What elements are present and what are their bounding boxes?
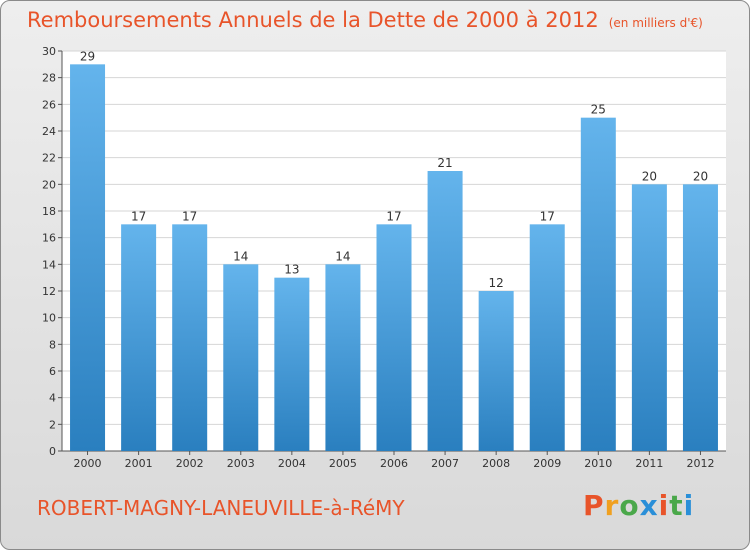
title-text: Remboursements Annuels de la Dette de 20…	[27, 8, 599, 32]
bar	[223, 264, 259, 451]
y-tick-label: 0	[49, 445, 56, 458]
logo-letter: o	[619, 489, 640, 522]
x-tick-label: 2002	[176, 457, 204, 470]
bar	[376, 224, 412, 451]
bar-value-label: 20	[693, 169, 708, 183]
bar	[70, 64, 106, 452]
bar-value-label: 17	[131, 209, 146, 223]
bar	[325, 264, 361, 451]
unit-label: (en milliers d'€)	[608, 16, 703, 30]
y-tick-label: 28	[42, 72, 56, 85]
y-tick-label: 22	[42, 152, 56, 165]
bar-value-label: 17	[540, 209, 555, 223]
bar-value-label: 14	[335, 249, 350, 263]
y-tick-label: 30	[42, 45, 56, 58]
x-tick-label: 2005	[329, 457, 357, 470]
y-tick-label: 10	[42, 312, 56, 325]
y-tick-label: 26	[42, 98, 56, 111]
proxiti-logo[interactable]: Proxiti	[583, 489, 694, 522]
x-tick-label: 2000	[74, 457, 102, 470]
bar-value-label: 14	[233, 249, 248, 263]
x-tick-label: 2012	[686, 457, 714, 470]
y-tick-label: 20	[42, 178, 56, 191]
y-tick-label: 4	[49, 392, 56, 405]
x-tick-label: 2006	[380, 457, 408, 470]
y-tick-label: 12	[42, 285, 56, 298]
bar-value-label: 17	[182, 209, 197, 223]
x-tick-label: 2003	[227, 457, 255, 470]
bar	[478, 291, 514, 451]
logo-letter: i	[683, 489, 695, 522]
x-tick-label: 2004	[278, 457, 306, 470]
bar-value-label: 20	[642, 169, 657, 183]
x-tick-label: 2008	[482, 457, 510, 470]
bar	[172, 224, 208, 451]
x-tick-label: 2007	[431, 457, 459, 470]
x-tick-label: 2001	[125, 457, 153, 470]
commune-name: ROBERT-MAGNY-LANEUVILLE-à-RéMY	[37, 496, 405, 520]
x-tick-label: 2011	[635, 457, 663, 470]
y-tick-label: 8	[49, 338, 56, 351]
y-tick-label: 6	[49, 365, 56, 378]
x-tick-label: 2010	[584, 457, 612, 470]
bar-value-label: 13	[284, 263, 299, 277]
bar	[682, 184, 718, 452]
bar-value-label: 29	[80, 49, 95, 63]
bar-value-label: 17	[386, 209, 401, 223]
bar	[121, 224, 157, 451]
y-tick-label: 16	[42, 232, 56, 245]
y-tick-label: 2	[49, 418, 56, 431]
bar-value-label: 21	[437, 156, 452, 170]
chart-title: Remboursements Annuels de la Dette de 20…	[27, 8, 703, 32]
logo-letter: i	[658, 489, 670, 522]
logo-letter: P	[583, 489, 605, 522]
x-tick-label: 2009	[533, 457, 561, 470]
y-tick-label: 18	[42, 205, 56, 218]
logo-letter: x	[639, 489, 659, 522]
bar-value-label: 25	[591, 103, 606, 117]
bar	[529, 224, 565, 451]
bar	[580, 117, 616, 452]
bar	[427, 171, 463, 451]
logo-letter: t	[669, 489, 684, 522]
bar	[631, 184, 667, 452]
bar-value-label: 12	[489, 276, 504, 290]
bar	[274, 277, 310, 451]
y-tick-label: 24	[42, 125, 56, 138]
y-tick-label: 14	[42, 258, 56, 271]
logo-letter: r	[604, 489, 620, 522]
